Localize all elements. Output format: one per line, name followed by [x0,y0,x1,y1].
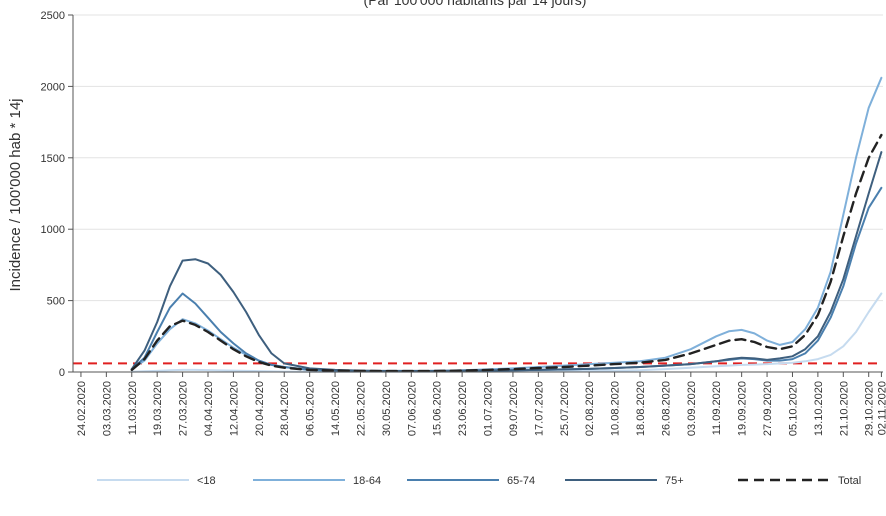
x-tick-label: 23.06.2020 [457,381,469,436]
legend-label: 18-64 [353,475,381,487]
y-tick-label: 2500 [41,10,65,22]
x-tick-label: 20.04.2020 [254,381,266,436]
x-tick-label: 30.05.2020 [381,381,393,436]
x-tick-label: 04.04.2020 [203,381,215,436]
y-tick-label: 1000 [41,224,65,236]
y-axis-label: Incidence / 100'000 hab * 14j [7,98,24,291]
grid-lines [73,14,883,302]
x-tick-label: 05.10.2020 [787,381,799,436]
x-axis-ticks: 24.02.2020 03.03.2020 11.03.2020 19.03.2020… [76,372,886,436]
x-tick-label: 03.03.2020 [101,381,113,436]
x-tick-label: 26.08.2020 [660,381,672,436]
x-tick-label: 17.07.2020 [533,381,545,436]
x-tick-label: 02.08.2020 [584,381,596,436]
x-tick-label: 22.05.2020 [355,381,367,436]
series-line-18 [130,292,883,373]
x-tick-label: 11.09.2020 [711,381,723,435]
x-tick-label: 27.09.2020 [762,381,774,436]
y-tick-label: 0 [59,367,65,379]
x-tick-label: 14.05.2020 [330,381,342,436]
x-tick-label: 15.06.2020 [432,381,444,436]
x-tick-label: 24.02.2020 [76,381,88,436]
x-tick-label: 21.10.2020 [838,381,850,436]
legend-label: 65-74 [507,475,535,487]
x-tick-label: 25.07.2020 [559,381,571,436]
y-tick-label: 500 [47,296,65,308]
chart-subtitle: (Par 100'000 habitants par 14 jours) [364,0,587,8]
x-tick-label: 19.03.2020 [152,381,164,436]
x-tick-label: 13.10.2020 [813,381,825,436]
x-tick-label: 03.09.2020 [686,381,698,436]
legend-label: <18 [197,475,216,487]
legend: <18 18-64 65-74 75+ Total [97,475,861,487]
legend-label: 75+ [665,475,684,487]
x-tick-label: 18.08.2020 [635,381,647,436]
legend-label: Total [838,475,861,487]
y-tick-label: 1500 [41,153,65,165]
x-tick-label: 12.04.2020 [228,381,240,436]
x-tick-label: 10.08.2020 [610,381,622,436]
x-tick-label: 06.05.2020 [305,381,317,436]
x-tick-label: 09.07.2020 [508,381,520,436]
series-line-total [130,133,883,373]
series-layer [130,76,883,373]
x-tick-label: 29.10.2020 [864,381,876,436]
x-tick-label: 19.09.2020 [737,381,749,436]
x-tick-label: 11.03.2020 [127,381,139,435]
x-tick-label: 28.04.2020 [279,381,291,436]
x-tick-label: 01.07.2020 [483,381,495,436]
y-tick-label: 2000 [41,81,65,93]
series-line-75 [130,151,883,372]
y-axis-ticks: 0 500 1000 1500 2000 2500 [41,10,73,379]
x-tick-label: 27.03.2020 [178,381,190,436]
x-tick-label: 02.11.2020 [876,381,886,435]
x-tick-label: 07.06.2020 [406,381,418,436]
